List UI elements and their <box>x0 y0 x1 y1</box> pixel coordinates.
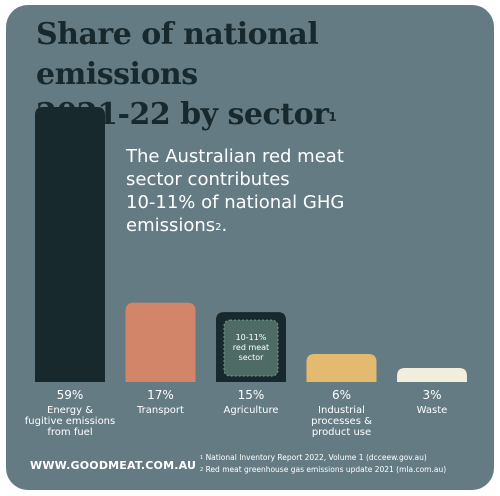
bar-3 <box>306 354 377 382</box>
footnote-1-text: National Inventory Report 2022, Volume 1… <box>203 453 427 462</box>
callout-period: . <box>221 215 228 236</box>
bar-0 <box>35 107 105 382</box>
category-label-0-0: Energy & <box>47 405 93 416</box>
inset-label-2: sector <box>239 353 265 362</box>
infographic-card: Share of national emissions 2021-22 by s… <box>6 5 494 490</box>
value-label-4: 3% <box>422 388 441 402</box>
website-link[interactable]: WWW.GOODMEAT.COM.AU <box>30 459 197 472</box>
value-label-2: 15% <box>238 388 265 402</box>
category-label-0-2: from fuel <box>47 427 92 438</box>
category-label-3-2: product use <box>312 427 371 438</box>
category-label-4-0: Waste <box>417 405 448 416</box>
value-label-1: 17% <box>147 388 174 402</box>
category-label-0-1: fugitive emissions <box>25 416 115 427</box>
callout-line-1: The Australian red meat <box>126 146 344 167</box>
callout-line-3: 10-11% of national GHG <box>126 192 345 213</box>
callout-line-4-text: emissions <box>126 215 216 236</box>
title-line-1: Share of national emissions <box>36 17 319 92</box>
footnote-2-mark: 2 <box>200 467 204 473</box>
red-meat-callout: The Australian red meat sector contribut… <box>126 145 446 237</box>
category-label-1-0: Transport <box>136 405 184 416</box>
red-meat-inset <box>223 319 279 377</box>
bar-1 <box>125 302 196 382</box>
footnote-1-mark: 1 <box>200 455 204 461</box>
callout-footnote-mark: 2 <box>215 222 222 233</box>
inset-label-1: red meat <box>233 343 269 352</box>
footnote-2: 2 Red meat greenhouse gas emissions upda… <box>200 464 490 476</box>
bar-4 <box>397 368 467 382</box>
value-label-0: 59% <box>57 388 84 402</box>
footnotes: 1 National Inventory Report 2022, Volume… <box>200 452 490 476</box>
category-label-3-1: processes & <box>311 416 372 427</box>
title-footnote-mark: 1 <box>328 110 337 124</box>
callout-line-2: sector contributes <box>126 169 290 190</box>
inset-label-0: 10-11% <box>236 333 267 342</box>
callout-line-4: emissions2. <box>126 214 446 237</box>
footnote-1: 1 National Inventory Report 2022, Volume… <box>200 452 490 464</box>
category-label-2-0: Agriculture <box>224 405 279 416</box>
value-label-3: 6% <box>332 388 351 402</box>
footnote-2-text: Red meat greenhouse gas emissions update… <box>203 465 447 474</box>
category-label-3-0: Industrial <box>318 405 365 416</box>
